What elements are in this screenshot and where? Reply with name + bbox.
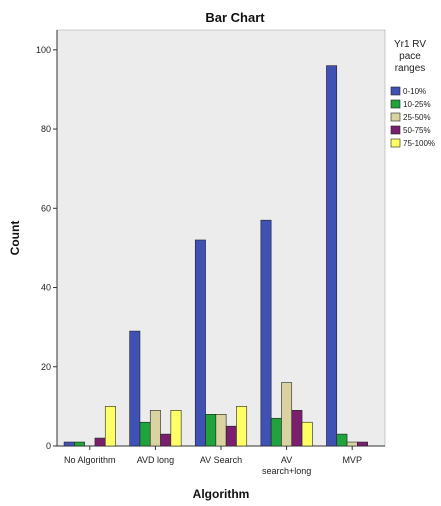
x-tick-label: No Algorithm (64, 455, 116, 465)
bar (291, 410, 303, 447)
y-axis: 0 20 40 60 80 100 (36, 30, 58, 451)
legend-swatch (390, 86, 401, 96)
bar (129, 330, 141, 447)
legend-title: Yr1 RV (394, 39, 426, 50)
y-tick-label: 100 (36, 45, 51, 55)
bar (357, 441, 368, 447)
legend-swatch (390, 99, 401, 109)
bar (149, 410, 161, 447)
y-tick-label: 40 (41, 283, 51, 293)
legend-label: 0-10% (403, 87, 426, 96)
y-axis-title: Count (8, 221, 22, 256)
bar (301, 421, 313, 447)
bar (346, 441, 358, 447)
y-tick-label: 0 (46, 441, 51, 451)
bar (326, 65, 338, 447)
x-tick-label: AV Search (200, 455, 242, 465)
x-tick-label: AV search+long (262, 455, 311, 476)
legend-label: 75-100% (403, 139, 435, 148)
x-tick-label: MVP (342, 455, 362, 465)
legend-swatch (390, 125, 401, 135)
y-tick-label: 20 (41, 362, 51, 372)
legend-label: 10-25% (403, 100, 431, 109)
x-axis: No Algorithm AVD long AV Search AV search+lo… (57, 445, 385, 476)
bar (94, 437, 106, 447)
bar (194, 239, 206, 447)
legend-swatch (390, 112, 401, 122)
legend-title: pace (399, 51, 421, 62)
bar (215, 414, 227, 447)
bar (170, 410, 182, 447)
legend-title: ranges (395, 63, 426, 74)
bar (270, 417, 282, 447)
legend-label: 50-75% (403, 126, 431, 135)
y-tick-label: 60 (41, 203, 51, 213)
bar (336, 433, 348, 447)
bar (225, 425, 237, 447)
bar (281, 382, 293, 447)
bar (139, 421, 151, 447)
x-axis-title: Algorithm (193, 487, 250, 501)
bars-group (63, 65, 368, 447)
y-tick-label: 80 (41, 124, 51, 134)
bar (63, 441, 75, 447)
bar (260, 219, 272, 447)
bar (104, 406, 116, 447)
bar (160, 433, 172, 447)
chart-title: Bar Chart (205, 10, 265, 25)
bar (236, 406, 248, 447)
bar (205, 414, 217, 447)
bar (74, 441, 85, 447)
legend-label: 25-50% (403, 113, 431, 122)
x-tick-label: AVD long (137, 455, 174, 465)
legend-swatch (390, 138, 401, 148)
